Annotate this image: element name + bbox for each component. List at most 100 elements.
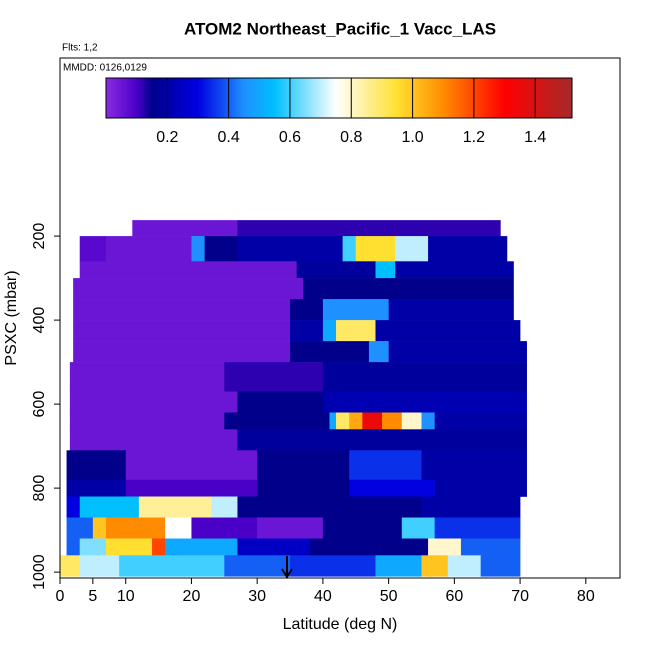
cell [191, 236, 205, 262]
cell [375, 261, 396, 279]
cell [79, 261, 297, 279]
cell [66, 450, 127, 481]
cell [211, 496, 238, 518]
cell [421, 412, 435, 430]
y-tick-label: 800 [31, 475, 48, 502]
cell [309, 538, 429, 556]
cell [66, 479, 127, 497]
cell [401, 517, 435, 539]
cell [132, 220, 238, 237]
cell [290, 299, 324, 321]
annotation: Flts: 1,2 [62, 43, 98, 54]
cell [290, 555, 376, 577]
cell [69, 429, 238, 451]
x-tick-label: 80 [577, 588, 595, 605]
colorbar [105, 77, 573, 119]
colorbar-tick-label: 1.0 [401, 129, 423, 146]
colorbar-tick-label: 0.6 [279, 129, 301, 146]
cell [257, 450, 350, 481]
cell [125, 450, 258, 481]
x-tick-label: 0 [56, 588, 65, 605]
cell [79, 236, 107, 262]
cell [79, 555, 120, 577]
cell [368, 341, 389, 363]
cell [73, 320, 291, 342]
colorbar-tick-label: 1.4 [524, 129, 546, 146]
cell [224, 555, 291, 577]
cell [66, 517, 94, 539]
cell [322, 299, 389, 321]
cell [480, 555, 521, 577]
cell [106, 517, 166, 539]
cell [237, 236, 343, 262]
cell [69, 412, 225, 430]
cell [428, 236, 508, 262]
x-tick-label: 50 [380, 588, 398, 605]
y-tick-label: 600 [31, 391, 48, 418]
cell [165, 517, 192, 539]
cell [349, 479, 435, 497]
cell [447, 555, 481, 577]
cell [92, 517, 107, 539]
cell [329, 412, 337, 430]
cell [165, 538, 238, 556]
cell [125, 479, 258, 497]
cell [428, 538, 462, 556]
cell [257, 517, 324, 539]
cell [60, 555, 81, 577]
cell [401, 412, 422, 430]
x-tick-label: 40 [314, 588, 332, 605]
cell [336, 412, 350, 430]
cell [395, 261, 514, 279]
cell [224, 412, 330, 430]
cell [237, 391, 324, 413]
cell [349, 450, 422, 481]
cell [296, 261, 376, 279]
cell [66, 496, 81, 518]
cell [106, 236, 192, 262]
cell [362, 412, 383, 430]
cell [388, 341, 527, 363]
cell [434, 412, 527, 430]
cell [421, 450, 527, 481]
cell [224, 362, 324, 392]
chart-title: ATOM2 Northeast_Pacific_1 Vacc_LAS [184, 19, 496, 38]
cell [69, 391, 238, 413]
cell [79, 496, 140, 518]
cell [388, 299, 514, 321]
cell [73, 299, 291, 321]
cell [375, 555, 422, 577]
cell [191, 517, 258, 539]
x-tick-label: 5 [88, 588, 97, 605]
cell [69, 362, 225, 392]
cell [421, 496, 521, 518]
cell [355, 236, 396, 262]
cell [434, 517, 521, 539]
cell [303, 278, 514, 300]
cell [316, 496, 422, 518]
x-tick-label: 70 [511, 588, 529, 605]
cell [336, 320, 376, 342]
cell [73, 341, 291, 363]
cell [322, 362, 527, 392]
x-tick-label: 30 [248, 588, 266, 605]
cells [60, 220, 527, 577]
cell [322, 320, 337, 342]
cell [342, 236, 357, 262]
cell [237, 429, 527, 451]
cell [106, 538, 153, 556]
cell [322, 517, 403, 539]
colorbar-tick-label: 0.4 [218, 129, 240, 146]
cell [119, 555, 225, 577]
plot-frame [59, 57, 621, 579]
cell [73, 278, 304, 300]
y-tick-label: 200 [31, 223, 48, 250]
cell [290, 320, 324, 342]
cell [395, 236, 429, 262]
cell [322, 391, 527, 413]
cell [237, 220, 501, 237]
x-tick-label: 20 [183, 588, 201, 605]
y-tick-label: 400 [31, 307, 48, 334]
cell [138, 496, 212, 518]
